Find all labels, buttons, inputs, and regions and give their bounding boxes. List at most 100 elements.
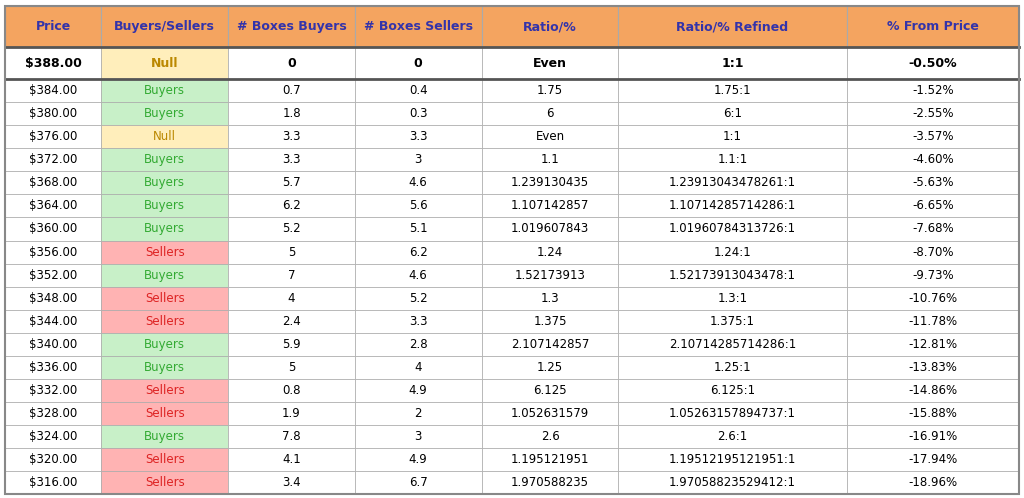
Text: -9.73%: -9.73% (912, 268, 953, 281)
Text: Ratio/%: Ratio/% (523, 20, 577, 33)
FancyBboxPatch shape (481, 471, 618, 494)
Text: 0.3: 0.3 (409, 107, 427, 120)
Text: 1.52173913: 1.52173913 (515, 268, 586, 281)
FancyBboxPatch shape (481, 125, 618, 148)
FancyBboxPatch shape (847, 425, 1019, 448)
Text: $320.00: $320.00 (29, 453, 78, 466)
FancyBboxPatch shape (5, 102, 101, 125)
FancyBboxPatch shape (355, 379, 481, 402)
FancyBboxPatch shape (228, 171, 355, 194)
FancyBboxPatch shape (618, 286, 847, 310)
FancyBboxPatch shape (847, 102, 1019, 125)
Text: Buyers: Buyers (144, 430, 185, 443)
Text: 1.19512195121951:1: 1.19512195121951:1 (669, 453, 797, 466)
FancyBboxPatch shape (847, 263, 1019, 286)
Text: 1.1: 1.1 (541, 153, 559, 166)
Text: -8.70%: -8.70% (912, 246, 953, 258)
FancyBboxPatch shape (5, 263, 101, 286)
FancyBboxPatch shape (228, 218, 355, 241)
FancyBboxPatch shape (101, 448, 228, 471)
FancyBboxPatch shape (481, 79, 618, 102)
FancyBboxPatch shape (847, 47, 1019, 79)
Text: -16.91%: -16.91% (908, 430, 957, 443)
FancyBboxPatch shape (847, 6, 1019, 47)
FancyBboxPatch shape (618, 102, 847, 125)
FancyBboxPatch shape (228, 263, 355, 286)
Text: $380.00: $380.00 (30, 107, 78, 120)
Text: 1.10714285714286:1: 1.10714285714286:1 (669, 199, 796, 213)
Text: Sellers: Sellers (145, 292, 184, 305)
Text: -11.78%: -11.78% (908, 315, 957, 328)
FancyBboxPatch shape (847, 148, 1019, 171)
Text: 2.8: 2.8 (409, 338, 428, 351)
Text: Buyers: Buyers (144, 199, 185, 213)
Text: 5.7: 5.7 (283, 176, 301, 189)
FancyBboxPatch shape (618, 448, 847, 471)
FancyBboxPatch shape (228, 310, 355, 333)
Text: Buyers: Buyers (144, 338, 185, 351)
FancyBboxPatch shape (228, 148, 355, 171)
Text: 1.107142857: 1.107142857 (511, 199, 589, 213)
FancyBboxPatch shape (355, 218, 481, 241)
FancyBboxPatch shape (228, 448, 355, 471)
Text: Buyers: Buyers (144, 223, 185, 236)
Text: 1.25:1: 1.25:1 (714, 361, 752, 374)
FancyBboxPatch shape (355, 79, 481, 102)
FancyBboxPatch shape (101, 333, 228, 356)
Text: 0.8: 0.8 (283, 384, 301, 397)
FancyBboxPatch shape (228, 241, 355, 263)
FancyBboxPatch shape (481, 356, 618, 379)
FancyBboxPatch shape (481, 448, 618, 471)
FancyBboxPatch shape (101, 6, 228, 47)
FancyBboxPatch shape (481, 286, 618, 310)
FancyBboxPatch shape (847, 171, 1019, 194)
Text: 1.25: 1.25 (537, 361, 563, 374)
FancyBboxPatch shape (355, 171, 481, 194)
Text: 5.2: 5.2 (409, 292, 428, 305)
FancyBboxPatch shape (481, 6, 618, 47)
FancyBboxPatch shape (355, 471, 481, 494)
Text: 1:1: 1:1 (721, 57, 743, 70)
Text: $364.00: $364.00 (29, 199, 78, 213)
Text: 6.2: 6.2 (409, 246, 428, 258)
FancyBboxPatch shape (847, 194, 1019, 218)
FancyBboxPatch shape (355, 263, 481, 286)
Text: 1.52173913043478:1: 1.52173913043478:1 (669, 268, 796, 281)
Text: -13.83%: -13.83% (908, 361, 957, 374)
FancyBboxPatch shape (847, 125, 1019, 148)
Text: 2: 2 (415, 407, 422, 420)
FancyBboxPatch shape (481, 379, 618, 402)
Text: 6: 6 (546, 107, 554, 120)
FancyBboxPatch shape (5, 47, 101, 79)
FancyBboxPatch shape (847, 310, 1019, 333)
FancyBboxPatch shape (847, 333, 1019, 356)
Text: 2.107142857: 2.107142857 (511, 338, 589, 351)
FancyBboxPatch shape (618, 402, 847, 425)
Text: Sellers: Sellers (145, 384, 184, 397)
Text: 0: 0 (414, 57, 423, 70)
FancyBboxPatch shape (355, 241, 481, 263)
Text: # Boxes Buyers: # Boxes Buyers (237, 20, 346, 33)
Text: Buyers: Buyers (144, 153, 185, 166)
FancyBboxPatch shape (228, 6, 355, 47)
Text: Buyers: Buyers (144, 107, 185, 120)
Text: $316.00: $316.00 (29, 476, 78, 489)
Text: 4: 4 (415, 361, 422, 374)
Text: $332.00: $332.00 (29, 384, 78, 397)
FancyBboxPatch shape (228, 402, 355, 425)
FancyBboxPatch shape (618, 218, 847, 241)
FancyBboxPatch shape (481, 194, 618, 218)
FancyBboxPatch shape (355, 333, 481, 356)
FancyBboxPatch shape (481, 402, 618, 425)
FancyBboxPatch shape (228, 425, 355, 448)
Text: 1.23913043478261:1: 1.23913043478261:1 (669, 176, 796, 189)
Text: 6.125:1: 6.125:1 (710, 384, 755, 397)
Text: 1.75: 1.75 (537, 84, 563, 97)
Text: 4.1: 4.1 (283, 453, 301, 466)
Text: 3.3: 3.3 (283, 130, 301, 143)
FancyBboxPatch shape (355, 310, 481, 333)
Text: Null: Null (151, 57, 178, 70)
FancyBboxPatch shape (847, 218, 1019, 241)
FancyBboxPatch shape (228, 102, 355, 125)
FancyBboxPatch shape (618, 310, 847, 333)
